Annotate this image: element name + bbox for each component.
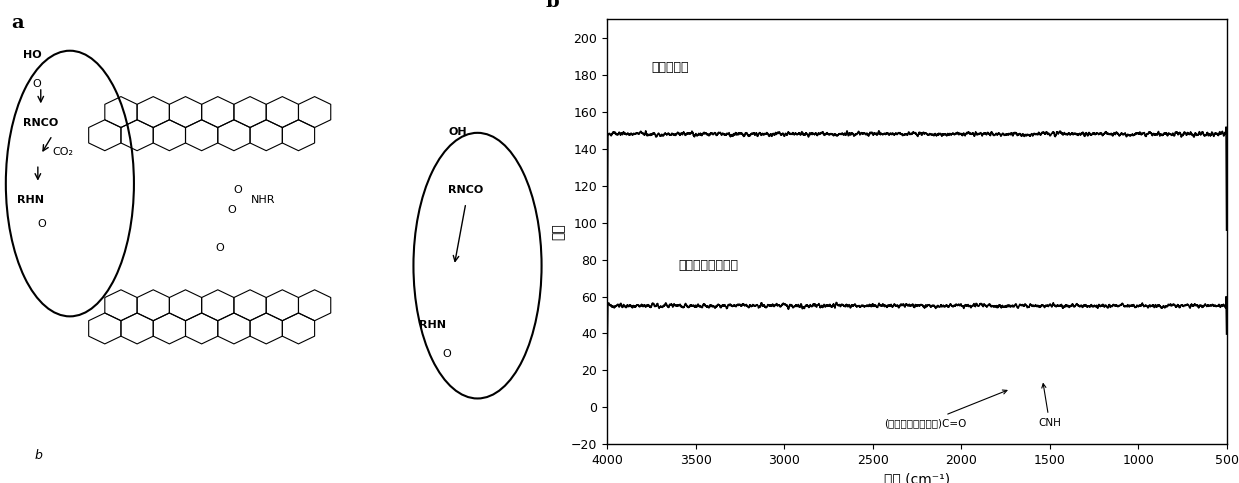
Text: RHN: RHN xyxy=(419,320,446,330)
Text: (酰胺和氨基甲酸酯)C=O: (酰胺和氨基甲酸酯)C=O xyxy=(885,390,1007,428)
Text: O: O xyxy=(233,185,242,195)
Text: O: O xyxy=(442,349,451,359)
Text: O: O xyxy=(32,79,41,89)
Y-axis label: 透过: 透过 xyxy=(551,224,565,240)
Text: 处理后氧化石墨烯: 处理后氧化石墨烯 xyxy=(678,259,738,272)
Text: RNCO: RNCO xyxy=(449,185,483,195)
Text: b: b xyxy=(545,0,559,11)
Text: 氧化石墨烯: 氧化石墨烯 xyxy=(652,61,689,74)
Text: OH: OH xyxy=(449,127,467,137)
X-axis label: 波长 (cm⁻¹): 波长 (cm⁻¹) xyxy=(883,473,950,483)
Text: CNH: CNH xyxy=(1038,384,1061,428)
Text: b: b xyxy=(35,449,43,462)
Text: a: a xyxy=(11,14,25,32)
Text: CO₂: CO₂ xyxy=(52,146,73,156)
Text: RNCO: RNCO xyxy=(24,117,58,128)
Text: RHN: RHN xyxy=(17,195,45,205)
Text: O: O xyxy=(216,243,224,253)
Text: NHR: NHR xyxy=(250,195,275,205)
Text: O: O xyxy=(227,204,235,214)
Text: O: O xyxy=(38,219,47,229)
Text: HO: HO xyxy=(24,50,42,60)
